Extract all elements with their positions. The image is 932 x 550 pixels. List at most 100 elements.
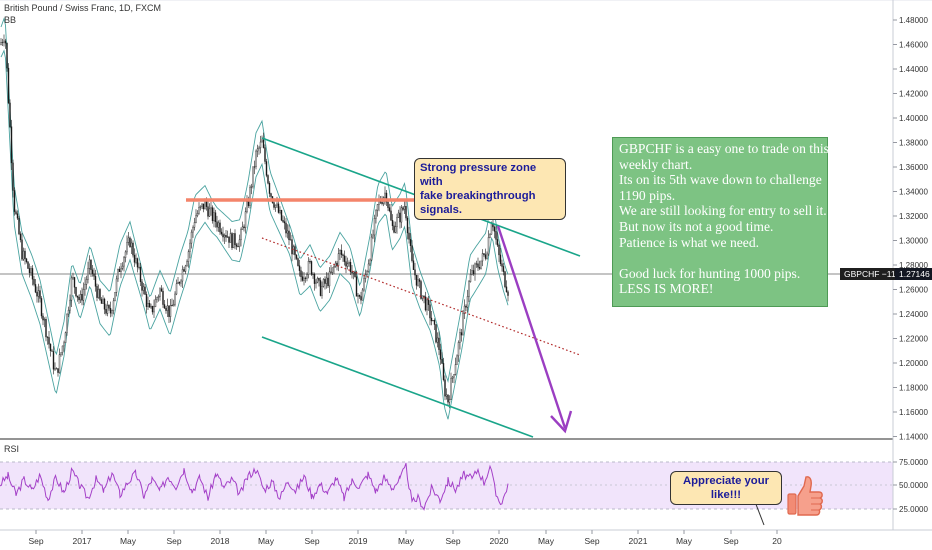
- candle-body: [19, 233, 22, 241]
- candle-body: [52, 351, 55, 370]
- candle-body: [193, 222, 196, 228]
- note-line: We are still looking for entry to sell i…: [619, 203, 827, 219]
- candle-body: [364, 274, 367, 279]
- candle-body: [411, 245, 413, 261]
- candle-body: [387, 201, 389, 208]
- candle-body: [174, 293, 176, 305]
- candle-body: [151, 305, 154, 313]
- candle-body: [436, 337, 439, 343]
- time-tick-label: Sep: [445, 536, 460, 546]
- candle-body: [238, 239, 241, 247]
- candle-body: [319, 280, 322, 296]
- candle-body: [439, 349, 442, 360]
- candle-body: [96, 286, 98, 298]
- rsi-axis[interactable]: 75.0000 50.0000 25.0000: [893, 458, 928, 514]
- price-tick-label: 1.30000: [899, 237, 928, 246]
- candle-body: [289, 239, 292, 241]
- candle-body: [373, 218, 376, 236]
- candle-body: [55, 368, 58, 370]
- candle-body: [163, 304, 166, 309]
- channel-lower-line[interactable]: [261, 336, 534, 438]
- price-tick-label: 1.46000: [899, 41, 928, 50]
- candle-body: [277, 203, 280, 213]
- time-tick-label: 20: [772, 536, 782, 546]
- candle-body: [112, 300, 115, 311]
- pressure-zone-callout[interactable]: Strong pressure zone with fake breakingt…: [414, 158, 566, 220]
- time-tick-label: Sep: [28, 536, 43, 546]
- candle-body: [486, 253, 488, 259]
- candle-body: [408, 232, 410, 240]
- candle-body: [283, 221, 286, 224]
- candle-body: [294, 246, 296, 256]
- channel-mid-line[interactable]: [261, 237, 581, 356]
- candle-body: [337, 253, 340, 266]
- candle-body: [334, 262, 337, 267]
- analysis-note[interactable]: GBPCHF is a easy one to trade on this we…: [612, 137, 829, 307]
- candle-body: [276, 203, 278, 206]
- candle-body: [261, 139, 263, 143]
- candle-body: [391, 220, 394, 227]
- candle-body: [99, 289, 101, 300]
- candle-body: [63, 342, 65, 347]
- candle-body: [186, 261, 188, 267]
- candle-body: [504, 271, 506, 288]
- callout-line: Strong pressure zone with: [420, 162, 537, 188]
- last-price-tag[interactable]: 1.27146: [895, 268, 932, 280]
- candles: [0, 34, 509, 409]
- candle-body: [148, 303, 151, 308]
- candle-body: [229, 233, 232, 243]
- candle-body: [30, 268, 32, 273]
- rsi-tick-label: 50.0000: [899, 481, 928, 490]
- candle-body: [366, 271, 368, 275]
- candle-body: [223, 235, 226, 238]
- candle-body: [60, 352, 62, 355]
- price-axis[interactable]: 1.48000 1.46000 1.44000 1.42000 1.40000 1.380…: [893, 16, 928, 442]
- candle-body: [447, 394, 449, 403]
- candle-body: [465, 305, 467, 308]
- candle-body: [316, 277, 319, 283]
- candle-body: [97, 289, 100, 298]
- indicator-label[interactable]: BB: [4, 15, 17, 25]
- candle-body: [58, 354, 61, 373]
- price-tick-label: 1.40000: [899, 114, 928, 123]
- candle-body: [394, 226, 397, 233]
- candle-body: [318, 277, 320, 281]
- price-tick-label: 1.42000: [899, 90, 928, 99]
- candle-body: [286, 230, 289, 234]
- candle-body: [217, 222, 220, 228]
- candle-body: [501, 263, 503, 267]
- candle-body: [16, 213, 19, 219]
- note-line: weekly chart.: [619, 156, 693, 172]
- price-tick-label: 1.44000: [899, 65, 928, 74]
- rsi-tick-label: 25.0000: [899, 505, 928, 514]
- price-tick-label: 1.14000: [899, 433, 928, 442]
- candle-body: [469, 274, 472, 282]
- rsi-pane-label[interactable]: RSI: [4, 444, 20, 454]
- projection-arrow-shaft[interactable]: [496, 225, 567, 429]
- candle-body: [6, 42, 8, 69]
- candle-body: [274, 204, 277, 208]
- candle-body: [460, 332, 463, 336]
- candle-body: [474, 263, 476, 275]
- time-axis[interactable]: Sep 2017 May Sep 2018 May Sep 2019 May Sep 2020 May…: [28, 530, 782, 546]
- candle-body: [417, 279, 419, 286]
- candle-body: [361, 289, 364, 301]
- candle-body: [190, 231, 193, 244]
- candle-body: [93, 273, 95, 277]
- candle-body: [222, 233, 224, 238]
- candle-body: [165, 307, 167, 311]
- candle-body: [310, 261, 313, 275]
- candle-body: [49, 343, 52, 352]
- candle-body: [426, 299, 428, 311]
- candle-body: [118, 269, 121, 273]
- candle-body: [142, 286, 145, 291]
- price-tick-label: 1.38000: [899, 139, 928, 148]
- candle-body: [292, 246, 295, 255]
- candle-body: [445, 394, 448, 397]
- candle-body: [129, 237, 131, 248]
- like-callout[interactable]: Appreciate your like!!!: [670, 471, 782, 505]
- candle-body: [267, 175, 269, 184]
- candle-body: [91, 269, 94, 274]
- price-tick-label: 1.20000: [899, 359, 928, 368]
- time-tick-label: Sep: [166, 536, 181, 546]
